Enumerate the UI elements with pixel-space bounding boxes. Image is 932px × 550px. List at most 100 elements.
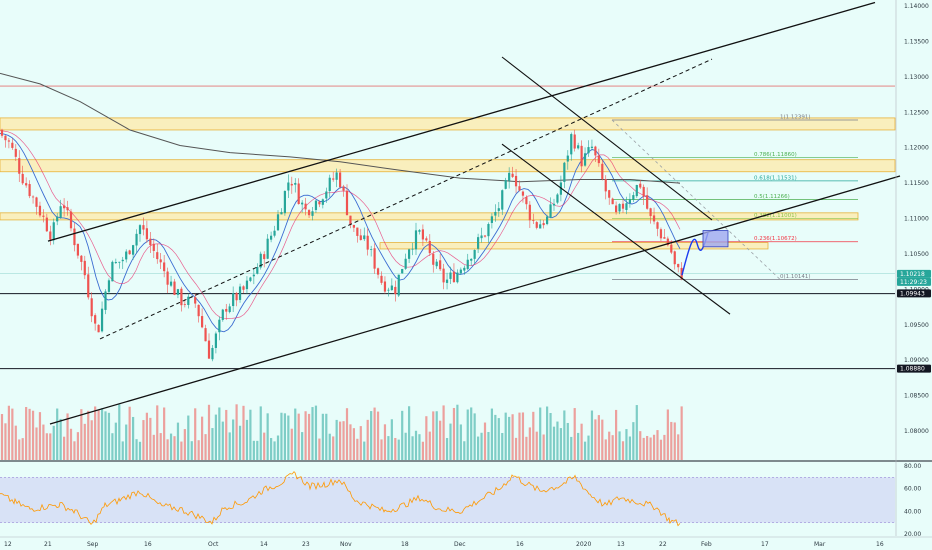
volume-bar <box>166 439 169 460</box>
volume-bar <box>632 422 635 460</box>
volume-bar <box>559 428 562 460</box>
candle-body <box>356 227 359 236</box>
volume-bar <box>256 440 259 460</box>
candle-body <box>42 215 45 217</box>
volume-bar <box>314 405 318 460</box>
volume-bar <box>76 432 79 460</box>
candle-body <box>138 225 142 235</box>
volume-bar <box>639 431 642 460</box>
candle-body <box>349 215 352 225</box>
volume-bar <box>283 413 286 460</box>
zone-supply-1 <box>0 117 896 131</box>
candle-body <box>52 222 55 241</box>
volume-bar <box>376 411 380 460</box>
candle-body <box>394 286 397 295</box>
volume-bar <box>232 419 235 460</box>
volume-bar <box>549 412 552 460</box>
volume-bar <box>539 407 542 460</box>
volume-bar <box>325 413 328 460</box>
horizontal-lines-layer <box>0 85 895 370</box>
candle-body <box>618 204 621 212</box>
candle-body <box>197 304 200 317</box>
volume-bar <box>370 411 373 460</box>
candle-body <box>107 280 111 292</box>
volume-bar <box>259 406 262 460</box>
volume-bar <box>107 412 111 460</box>
volume-bar <box>159 433 162 460</box>
candle-body <box>483 235 487 237</box>
candle-body <box>142 225 145 230</box>
price-tick-label-5: 1.11500 <box>904 180 929 187</box>
volume-bar <box>477 436 480 460</box>
candle-body <box>28 184 31 197</box>
candle-body <box>83 260 86 276</box>
volume-layer <box>0 404 683 460</box>
candle-body <box>339 172 342 188</box>
rsi-tick-label-1: 60.00 <box>904 486 921 493</box>
volume-bar <box>121 441 124 460</box>
volume-bar <box>59 418 62 460</box>
candle-body <box>221 309 224 320</box>
candle-body <box>659 229 663 239</box>
price-tick-label-2: 1.13000 <box>904 74 929 81</box>
volume-bar <box>173 436 176 460</box>
volume-bar <box>583 441 587 460</box>
candle-body <box>342 186 345 191</box>
candle-body <box>673 251 676 265</box>
price-tag-box-2 <box>897 289 931 298</box>
candle-body <box>301 202 304 205</box>
candle-body <box>563 162 566 182</box>
volume-bar <box>508 416 511 460</box>
volume-bar <box>566 422 569 460</box>
volume-bar <box>332 436 335 460</box>
volume-bar <box>487 432 490 460</box>
volume-bar <box>221 421 224 460</box>
date-label-15: 17 <box>761 541 769 548</box>
candle-body <box>45 217 48 232</box>
candle-body <box>652 215 656 222</box>
volume-bar <box>418 434 421 460</box>
volume-bar <box>635 405 638 460</box>
candle-body <box>608 190 611 198</box>
candle-body <box>408 249 411 259</box>
date-label-11: 2020 <box>576 541 591 548</box>
volume-bar <box>652 434 656 460</box>
price-tag-text-2: 1.09943 <box>900 290 925 297</box>
volume-bar <box>83 423 86 460</box>
volume-bar <box>266 413 269 460</box>
candle-body <box>508 172 511 181</box>
candle-body <box>518 186 521 191</box>
candle-body <box>335 172 338 180</box>
candle-body <box>204 328 207 342</box>
volume-bar <box>349 424 352 460</box>
candle-body <box>25 183 28 186</box>
volume-bar <box>294 408 297 460</box>
volume-bar <box>480 432 483 460</box>
rsi-line <box>0 471 681 527</box>
price-tag-box-0 <box>897 269 931 278</box>
volume-bar <box>514 437 518 460</box>
volume-bar <box>646 435 649 460</box>
price-tag-text-3: 1.08880 <box>900 366 925 373</box>
volume-bar <box>276 435 280 460</box>
volume-bar <box>494 414 497 460</box>
candle-body <box>259 253 262 268</box>
candle-body <box>69 211 73 229</box>
candle-body <box>421 229 424 240</box>
date-label-1: 21 <box>44 541 52 548</box>
volume-bar <box>301 432 304 460</box>
volume-bar <box>452 407 456 460</box>
candles-layer <box>0 128 683 362</box>
volume-bar <box>211 428 214 460</box>
candle-body <box>587 147 590 154</box>
volume-bar <box>680 406 683 460</box>
fib-label-6: 0(1.10141) <box>780 274 811 280</box>
candle-body <box>125 251 128 260</box>
volume-bar <box>459 424 462 460</box>
price-tick-label-7: 1.10500 <box>904 251 929 258</box>
volume-bar <box>546 406 549 460</box>
candle-body <box>345 190 349 216</box>
volume-bar <box>42 424 45 460</box>
